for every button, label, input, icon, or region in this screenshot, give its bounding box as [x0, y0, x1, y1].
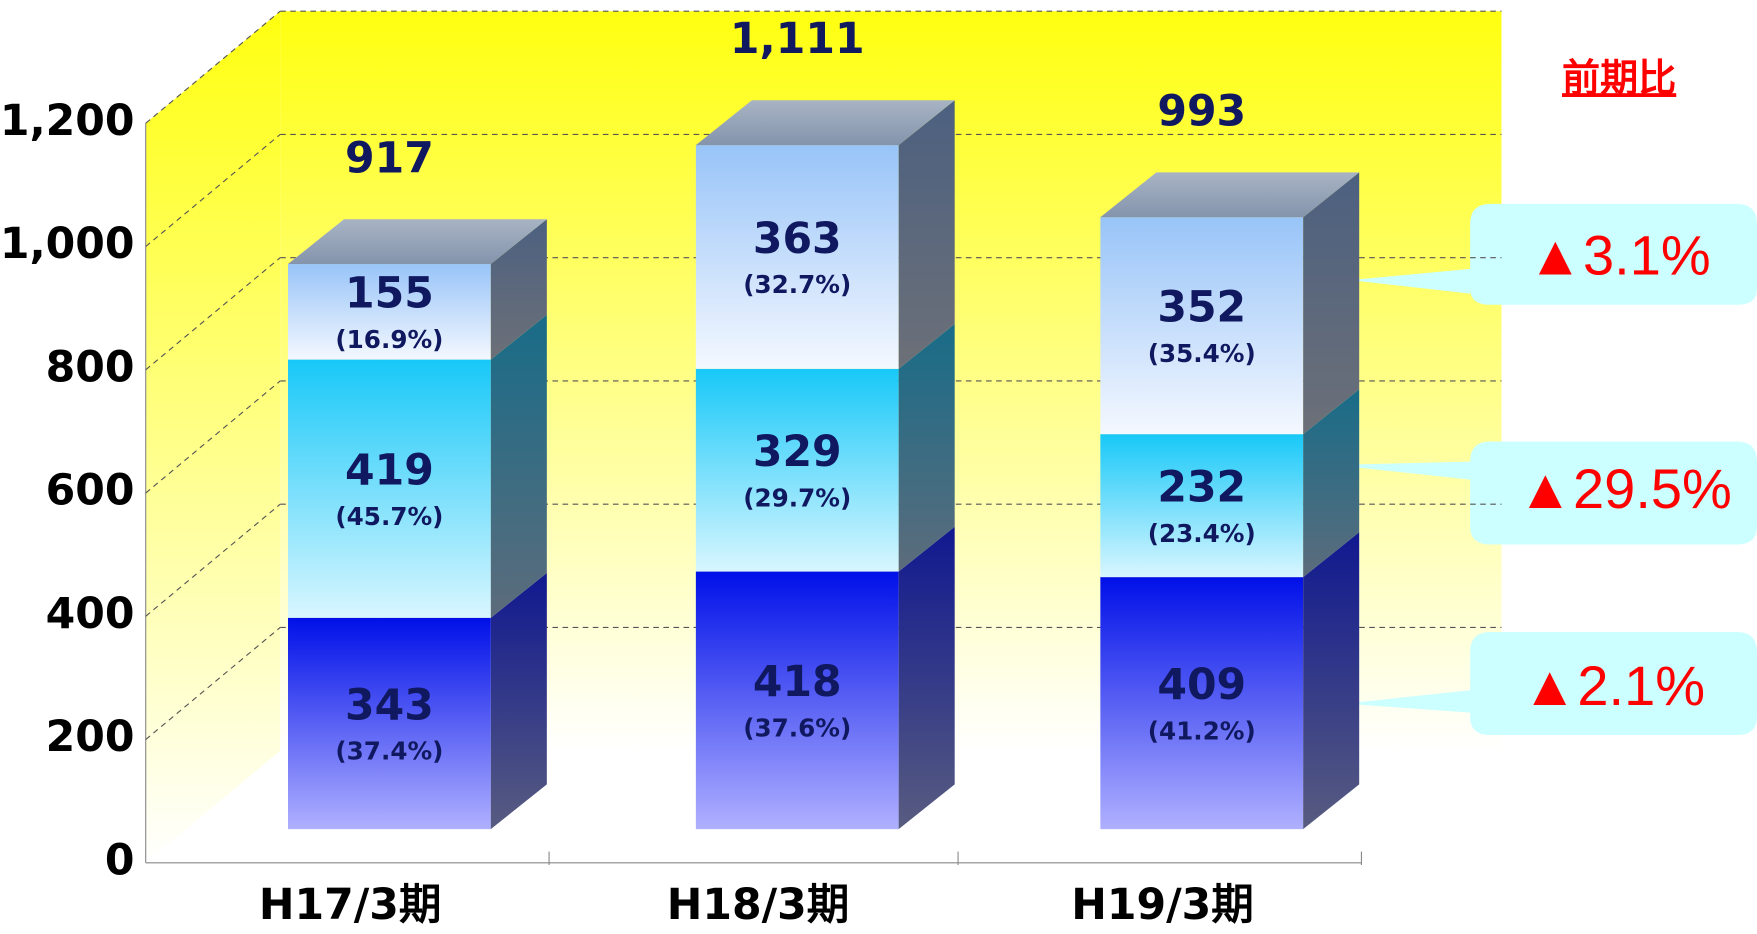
bar-side	[490, 314, 547, 618]
value-label: 352	[1157, 282, 1246, 332]
grid-line	[145, 10, 281, 124]
share-label: (16.9%)	[335, 325, 443, 354]
share-label: (41.2%)	[1148, 716, 1256, 745]
bar-side	[1303, 172, 1360, 435]
grid-line	[145, 503, 281, 617]
share-label: (37.4%)	[335, 737, 443, 766]
grid-line	[145, 380, 281, 494]
bar-segment	[1100, 577, 1304, 830]
callouts	[1333, 203, 1757, 736]
share-label: (35.4%)	[1148, 339, 1256, 368]
bar-segment	[288, 264, 491, 360]
bar-side	[490, 572, 547, 830]
bar-segment	[695, 368, 899, 572]
change-label: ▲3.1%	[1528, 224, 1711, 287]
bar-segment	[695, 571, 899, 830]
change-header: 前期比	[1562, 56, 1676, 100]
bar-side	[898, 526, 955, 830]
total-label: 993	[1157, 87, 1246, 137]
change-label: ▲29.5%	[1518, 457, 1732, 520]
grid-line	[145, 257, 281, 371]
bar-top	[1100, 172, 1360, 218]
bar-segment	[288, 359, 491, 618]
callout-bubble	[1344, 631, 1757, 736]
x-tick-label: H17/3期	[259, 880, 442, 930]
bar-side	[898, 323, 955, 572]
callout-bubble	[1350, 203, 1757, 305]
y-tick-label: 0	[105, 835, 135, 885]
share-label: (23.4%)	[1148, 519, 1256, 548]
total-label: 917	[345, 133, 434, 183]
bar-segment	[1100, 434, 1304, 578]
share-label: (37.6%)	[743, 713, 851, 742]
bar-side	[1303, 389, 1360, 578]
value-label: 363	[753, 214, 842, 264]
value-label: 232	[1157, 462, 1246, 512]
share-label: (29.7%)	[743, 483, 851, 512]
y-tick-label: 1,200	[0, 96, 135, 146]
bar-top	[288, 219, 547, 265]
callout-bubble	[1333, 441, 1757, 545]
y-tick-label: 200	[46, 712, 135, 762]
side-wall	[145, 11, 281, 863]
bar-top	[695, 100, 955, 146]
share-label: (45.7%)	[335, 502, 443, 531]
x-tick-label: H19/3期	[1071, 880, 1254, 930]
value-label: 155	[345, 269, 434, 319]
value-label: 343	[345, 680, 434, 730]
change-label: ▲2.1%	[1522, 654, 1705, 717]
bar-segment	[288, 617, 491, 830]
grid-line	[145, 134, 281, 247]
bar-segment	[695, 145, 899, 369]
y-tick-label: 400	[46, 589, 135, 639]
value-label: 329	[753, 427, 842, 477]
value-label: 418	[753, 657, 842, 707]
total-label: 1,111	[730, 14, 865, 64]
bar-side	[898, 100, 955, 369]
bar-side	[1303, 532, 1360, 830]
y-tick-label: 600	[46, 466, 135, 516]
y-tick-label: 800	[46, 342, 135, 392]
x-tick-label: H18/3期	[667, 880, 850, 930]
y-tick-label: 1,000	[0, 219, 135, 269]
grid-line	[145, 627, 281, 740]
value-label: 409	[1157, 660, 1246, 710]
value-label: 419	[345, 445, 434, 495]
bar-side	[490, 219, 547, 360]
share-label: (32.7%)	[743, 270, 851, 299]
bar-segment	[1100, 217, 1304, 435]
